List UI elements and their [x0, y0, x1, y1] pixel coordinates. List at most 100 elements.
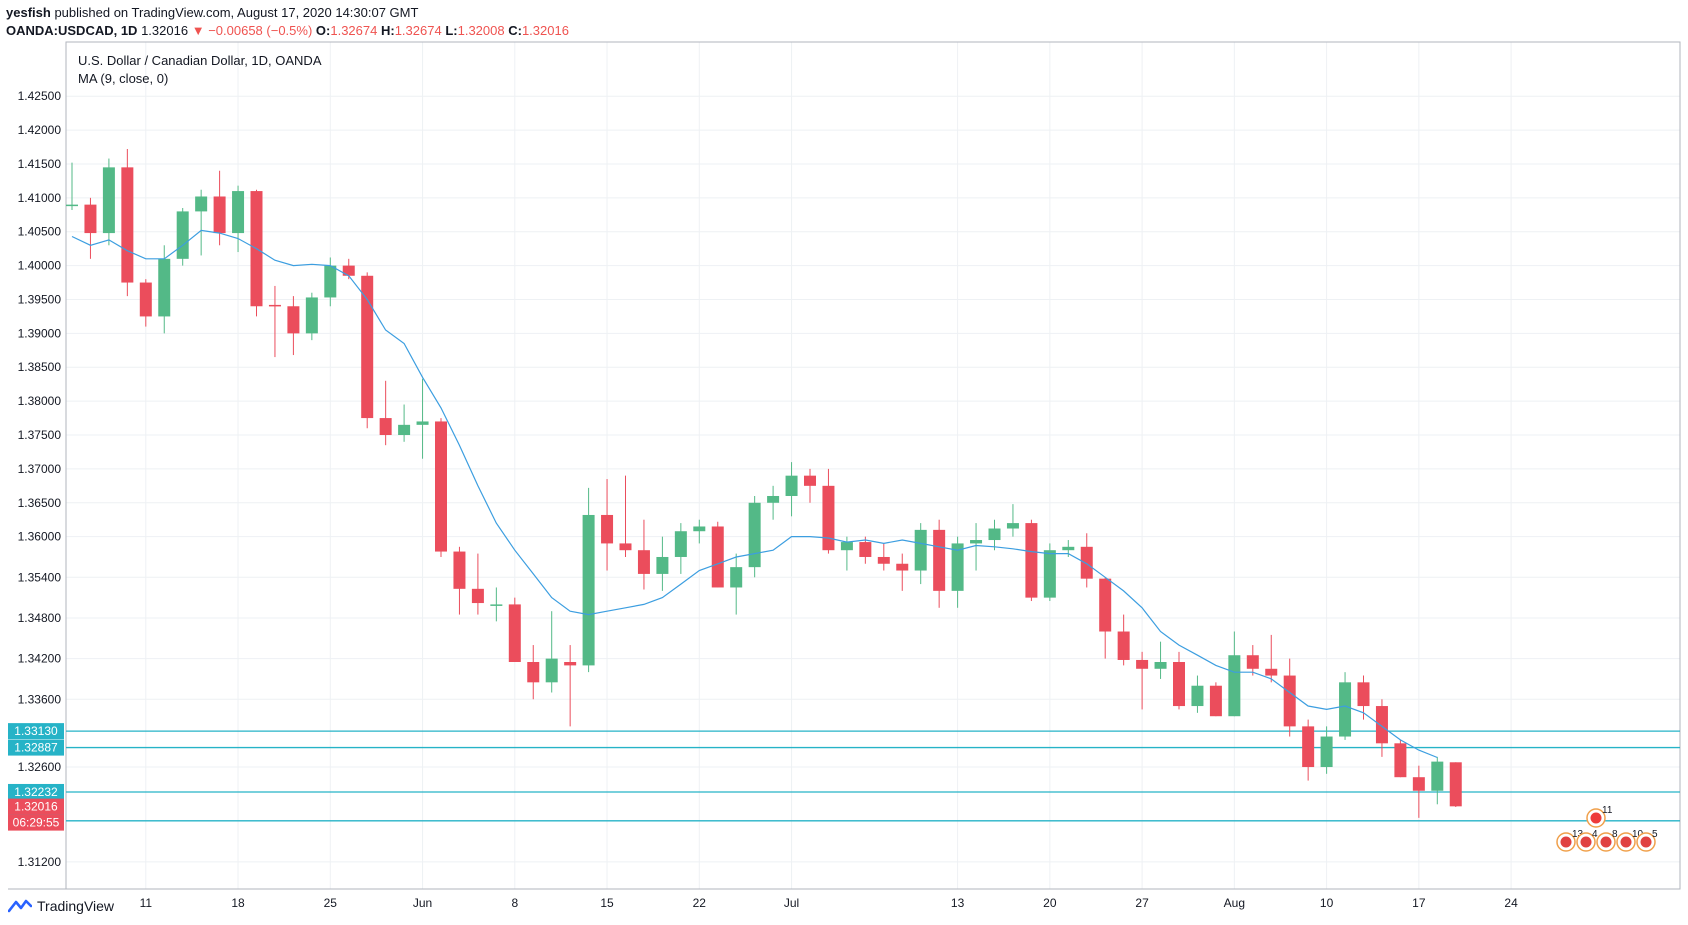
candle [379, 380, 392, 446]
candle-body [66, 204, 78, 207]
y-tick-label: 1.39500 [18, 292, 62, 306]
candle [896, 553, 909, 591]
x-tick-label: 27 [1135, 896, 1149, 910]
brand-name: TradingView [37, 898, 115, 914]
candle [1320, 726, 1333, 774]
price-axis[interactable]: 1.42500 1.42000 1.41500 1.41000 1.40500 1.400… [18, 89, 62, 869]
candle-body [951, 543, 964, 591]
chart-grid [66, 42, 1680, 889]
y-tick-label: 1.36000 [18, 530, 62, 544]
countdown-tag: 06:29:55 [13, 816, 60, 830]
close-label: C: [508, 23, 522, 38]
flag-icon-inner [1560, 836, 1572, 848]
publish-text: published on TradingView.com, August 17,… [54, 5, 419, 20]
candle [1043, 543, 1056, 602]
candle-body [1265, 668, 1278, 676]
candle [416, 378, 429, 459]
candle [1062, 540, 1075, 557]
candle-body [1283, 675, 1296, 727]
candle-body [933, 529, 946, 591]
candle [471, 553, 484, 615]
symbol-label: OANDA:USDCAD, 1D [6, 23, 138, 38]
candle [822, 468, 835, 554]
event-marker[interactable]: 10 [1616, 829, 1644, 852]
open-label: O: [315, 23, 331, 38]
countdown-tag-bg [8, 814, 64, 831]
high-value: 1.32674 [394, 23, 442, 38]
candle [1431, 756, 1444, 805]
candle [508, 597, 521, 663]
candle-body [1191, 685, 1204, 707]
candle [859, 536, 872, 564]
candle-body [471, 588, 484, 604]
candle-body [674, 531, 687, 557]
candle-body [1449, 762, 1462, 807]
flag-icon-inner [1640, 836, 1652, 848]
candle [1283, 658, 1296, 737]
candle [1006, 504, 1019, 537]
candle [453, 546, 466, 615]
event-count: 13 [1572, 829, 1584, 840]
hline-price-tag: 1.32232 [14, 785, 58, 799]
x-tick-label: 17 [1412, 896, 1426, 910]
candle-body [748, 502, 761, 568]
candle [619, 475, 632, 557]
publish-info: yesfish published on TradingView.com, Au… [6, 5, 418, 20]
x-tick-label: 18 [231, 896, 245, 910]
candle [527, 645, 540, 700]
candle-body [490, 604, 503, 606]
event-marker[interactable]: 8 [1596, 829, 1618, 852]
y-tick-label: 1.35400 [18, 570, 62, 584]
price-tags: 1.331301.328871.322321.318061.3201606:29… [8, 723, 64, 831]
flag-icon-inner [1600, 836, 1612, 848]
brand-footer[interactable]: TradingView [8, 898, 114, 914]
time-axis[interactable]: 11 18 25 Jun 8 15 22 Jul 13 20 27 Aug 10 17 24 [140, 896, 1519, 910]
y-tick-label: 1.32600 [18, 760, 62, 774]
x-tick-label: 11 [140, 896, 153, 910]
candles [66, 149, 1462, 818]
economic-events[interactable]: 13 4 8 10 5 11 [1556, 805, 1658, 852]
candle-body [1357, 682, 1370, 707]
x-tick-label: 13 [951, 896, 965, 910]
candle [139, 279, 152, 327]
author-name[interactable]: yesfish [6, 5, 51, 20]
x-tick-label: 20 [1043, 896, 1057, 910]
candle-body [379, 418, 392, 436]
candle [1265, 634, 1278, 683]
candle [1099, 577, 1112, 659]
candle [305, 292, 318, 341]
last-price: 1.32016 [141, 23, 189, 38]
candle-body [896, 563, 909, 571]
hline-price-tag-bg [8, 783, 64, 800]
candle-body [1246, 655, 1259, 669]
candle [102, 158, 115, 246]
event-marker[interactable]: 4 [1576, 829, 1598, 852]
candle-body [398, 424, 411, 436]
x-tick-label: 22 [693, 896, 707, 910]
candle-body [859, 542, 872, 557]
candle-body [139, 282, 152, 317]
candle [1136, 651, 1149, 710]
candle [1375, 699, 1388, 757]
candle-body [453, 551, 466, 589]
candle [914, 523, 927, 585]
event-marker[interactable]: 11 [1586, 805, 1613, 828]
candle-body [121, 167, 134, 283]
candle [361, 272, 374, 429]
candle-body [324, 265, 337, 298]
candle-body [1025, 523, 1038, 598]
high-label: H: [380, 23, 395, 38]
event-marker[interactable]: 13 [1556, 829, 1584, 852]
candle [1025, 519, 1038, 602]
y-tick-label: 1.42000 [18, 123, 62, 137]
candle-body [1043, 550, 1056, 598]
legend-indicator[interactable]: MA (9, close, 0) [78, 71, 168, 86]
candle [268, 285, 281, 358]
candle-body [158, 258, 171, 317]
candle [195, 189, 208, 256]
event-marker[interactable]: 5 [1636, 829, 1658, 852]
candle-body [287, 306, 300, 334]
event-count: 11 [1602, 805, 1613, 816]
candle-body [1339, 682, 1352, 737]
